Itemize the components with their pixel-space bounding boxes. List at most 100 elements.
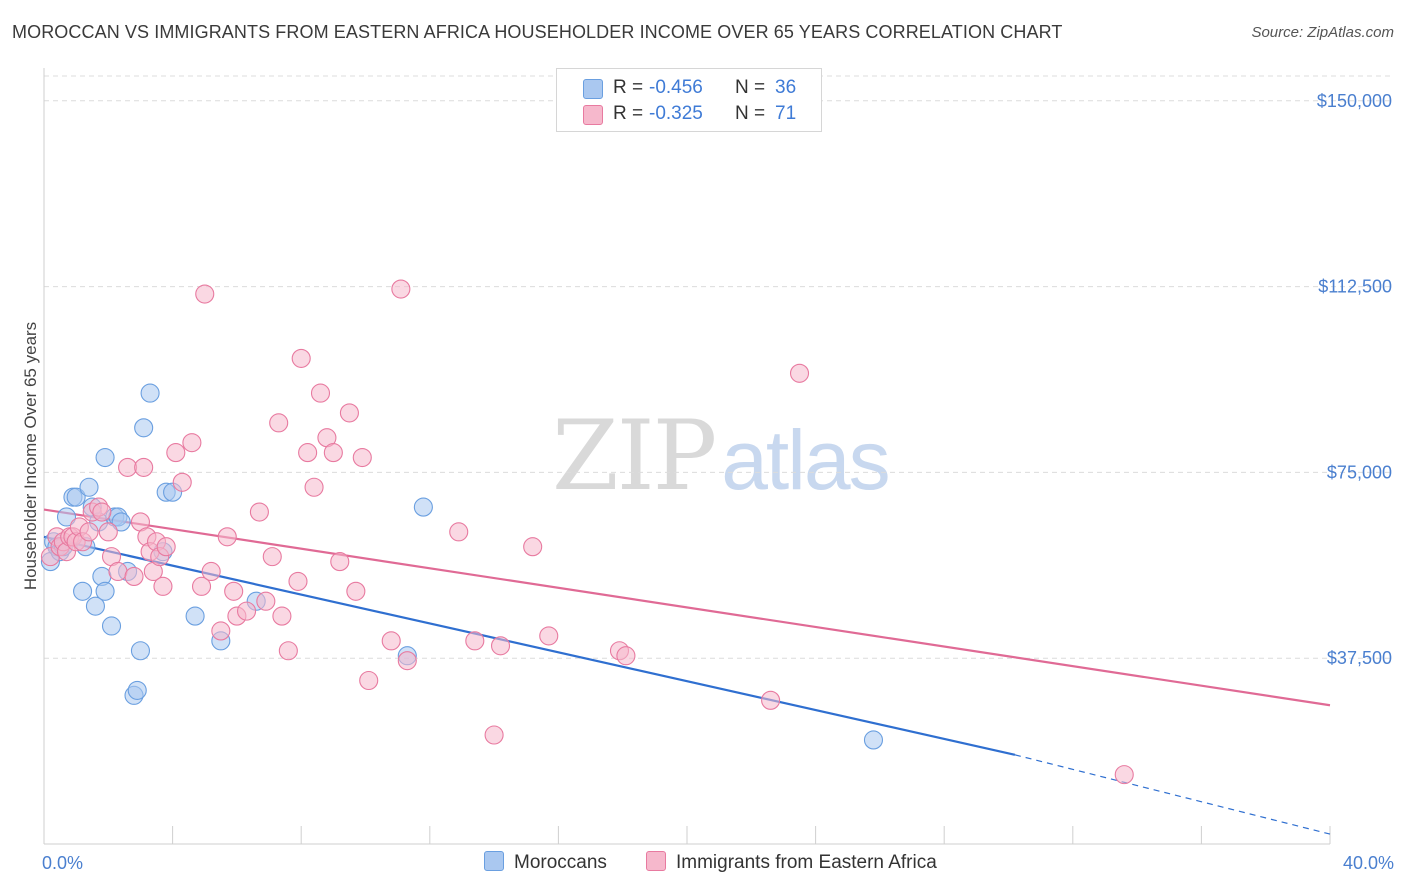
series-legend: Moroccans Immigrants from Eastern Africa [0,851,1406,877]
point-eastern-africa [201,561,221,582]
point-eastern-africa [381,631,401,651]
point-eastern-africa [298,443,318,463]
trendline-extension-moroccans [1014,754,1331,835]
n-label: N = [735,77,766,98]
point-eastern-africa [153,576,173,596]
point-eastern-africa [98,522,118,542]
point-eastern-africa [616,646,636,666]
point-eastern-africa [291,348,311,368]
point-moroccans [134,418,154,438]
point-eastern-africa [211,621,231,641]
point-eastern-africa [484,725,504,745]
point-eastern-africa [397,651,417,671]
y-tick-label: $37,500 [1327,648,1392,668]
point-moroccans [56,507,77,527]
trendline-moroccans [43,535,1016,756]
y-tick-label: $150,000 [1317,91,1392,111]
point-eastern-africa [278,641,298,661]
point-eastern-africa [195,284,215,304]
r-value: -0.325 [649,103,703,124]
point-eastern-africa [191,576,212,596]
point-moroccans [95,447,115,468]
point-eastern-africa [262,547,282,567]
trendlines [43,508,1331,835]
point-moroccans [130,641,150,661]
point-eastern-africa [166,443,186,463]
point-moroccans [127,680,147,700]
legend-label-eastern-africa: Immigrants from Eastern Africa [676,852,937,873]
watermark-zip: ZIP [552,400,717,512]
y-tick-label: $75,000 [1327,462,1392,482]
n-label: N = [735,103,766,124]
point-eastern-africa [118,457,138,477]
point-eastern-africa [359,670,379,691]
trendline-eastern-africa [43,508,1331,707]
watermark: ZIPatlas [552,400,891,512]
y-axis-label: Householder Income Over 65 years [21,322,40,590]
point-eastern-africa [79,522,99,542]
point-eastern-africa [330,552,350,572]
point-eastern-africa [352,447,372,468]
point-moroccans [185,606,205,626]
point-eastern-africa [304,477,324,497]
watermark-atlas: atlas [721,413,890,507]
legend-item-eastern-africa: Immigrants from Eastern Africa [646,851,937,874]
point-eastern-africa [789,363,810,383]
x-tick-label: 0.0% [42,853,83,873]
legend-item-moroccans: Moroccans [484,851,607,874]
y-tick-label: $112,500 [1318,277,1392,297]
point-eastern-africa [108,561,128,582]
point-eastern-africa [310,383,331,403]
tick-labels: $37,500 $75,000 $112,500 $150,000 0.0% 40.0% [42,91,1394,873]
point-eastern-africa [182,433,202,453]
point-moroccans [111,512,131,532]
point-eastern-africa [1114,765,1134,785]
point-moroccans [140,383,160,403]
point-eastern-africa [172,472,192,492]
r-label: R = [613,103,644,124]
stats-legend: R = -0.456 N = 36 R = -0.325 N = 71 [556,68,822,132]
point-eastern-africa [523,537,543,557]
stats-legend-row-eastern-africa: R = -0.325 N = 71 [557,101,821,127]
point-eastern-africa [224,581,244,601]
legend-swatch-eastern-africa [646,851,666,871]
point-moroccans [85,596,105,616]
point-eastern-africa [217,527,237,547]
point-eastern-africa [465,631,485,651]
point-eastern-africa [539,626,559,646]
point-moroccans [66,487,86,507]
point-eastern-africa [490,636,511,656]
point-eastern-africa [156,537,176,557]
r-label: R = [613,77,644,98]
legend-swatch-moroccans [484,851,504,871]
point-moroccans [79,477,99,497]
point-moroccans [101,616,122,636]
legend-swatch-moroccans [583,79,603,99]
axes [43,68,1331,845]
point-eastern-africa [761,690,781,710]
r-value: -0.456 [649,77,703,98]
point-eastern-africa [272,606,292,626]
data-points [40,279,1134,785]
point-eastern-africa [249,502,269,522]
point-eastern-africa [236,601,257,621]
point-eastern-africa [269,413,289,433]
legend-swatch-eastern-africa [583,105,603,125]
point-eastern-africa [124,566,144,586]
gridlines [44,75,1394,659]
legend-label-moroccans: Moroccans [514,852,607,873]
stats-legend-row-moroccans: R = -0.456 N = 36 [557,75,821,101]
point-moroccans [863,730,884,750]
x-tick-label: 40.0% [1343,853,1394,873]
point-eastern-africa [346,581,366,601]
point-moroccans [73,581,93,601]
point-eastern-africa [323,443,343,463]
chart-title: MOROCCAN VS IMMIGRANTS FROM EASTERN AFRI… [12,22,1063,42]
point-eastern-africa [92,502,112,522]
point-eastern-africa [134,457,154,477]
n-value: 36 [775,77,797,98]
point-moroccans [95,581,115,601]
point-eastern-africa [449,522,469,542]
point-eastern-africa [391,279,411,299]
